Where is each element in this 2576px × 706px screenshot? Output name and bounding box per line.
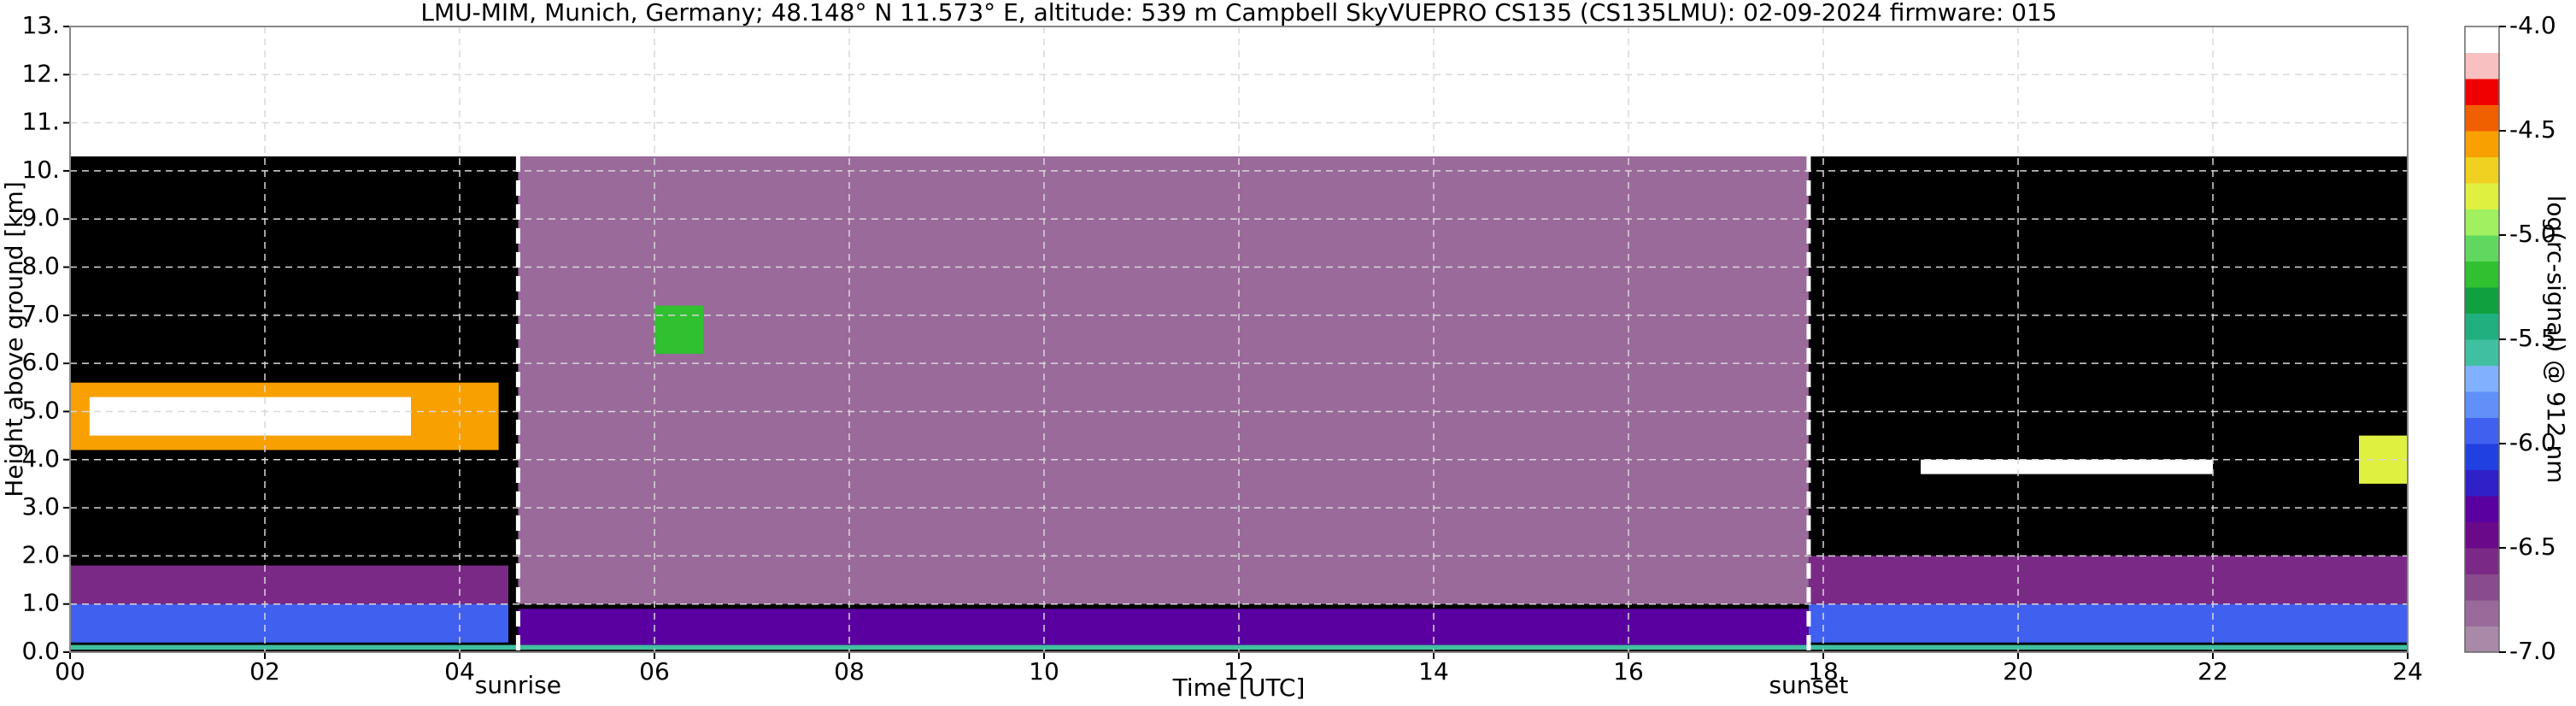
x-tick-label: 06 [639, 657, 670, 685]
x-tick-label: 22 [2198, 657, 2228, 685]
colorbar-swatch [2465, 444, 2499, 470]
x-tick-label: 20 [2003, 657, 2033, 685]
colorbar-tick-label: -6.5 [2509, 532, 2556, 561]
colorbar-tick-label: -6.0 [2509, 428, 2556, 456]
y-tick-label: 6.0 [21, 348, 60, 376]
y-tick-label: 13. [21, 11, 60, 39]
signal-region [1921, 459, 2213, 474]
colorbar-swatch [2465, 626, 2499, 653]
y-tick-label: 3.0 [21, 492, 60, 521]
colorbar-swatch [2465, 600, 2499, 627]
plot-frame [69, 26, 2409, 653]
signal-region [70, 565, 508, 604]
signal-region [1808, 556, 2408, 604]
y-tick-label: 2.0 [21, 540, 60, 568]
colorbar-tick-label: -7.0 [2509, 637, 2556, 665]
colorbar-swatch [2465, 183, 2499, 209]
x-tick-label: 08 [834, 657, 865, 685]
y-tick-label: 11. [21, 108, 60, 136]
y-axis-label: Height above ground [km] [0, 181, 28, 497]
y-tick-label: 0.0 [21, 637, 60, 665]
colorbar-swatch [2465, 156, 2499, 184]
x-axis-label: Time [UTC] [1172, 674, 1306, 702]
colorbar-swatch [2465, 391, 2499, 418]
colorbar-swatch [2465, 365, 2499, 392]
colorbar-tick-label: -5.0 [2509, 220, 2556, 248]
colorbar-swatch [2465, 26, 2499, 53]
annotation-label: sunrise [475, 671, 561, 699]
signal-region [518, 156, 1809, 604]
x-tick-label: 14 [1418, 657, 1449, 685]
colorbar-swatch [2465, 52, 2499, 79]
colorbar-swatch [2465, 339, 2499, 366]
x-tick-label: 00 [55, 657, 85, 685]
colorbar-tick-label: -5.5 [2509, 324, 2556, 352]
colorbar-swatch [2465, 261, 2499, 288]
colorbar-swatch [2465, 521, 2499, 549]
colorbar-swatch [2465, 469, 2499, 497]
colorbar-swatch [2465, 496, 2499, 522]
colorbar-label: log(rc-signal) @ 912 nm [2542, 196, 2570, 484]
x-tick-label: 10 [1029, 657, 1059, 685]
x-tick-label: 12 [1223, 657, 1254, 685]
signal-region [1808, 603, 2408, 643]
colorbar-swatch [2465, 209, 2499, 236]
signal-region [89, 397, 412, 436]
colorbar-swatch [2465, 104, 2499, 132]
x-tick-label: 04 [444, 657, 475, 685]
signal-region [70, 644, 2408, 650]
annotation-label: sunset [1769, 671, 1848, 699]
y-tick-label: 7.0 [21, 300, 60, 328]
colorbar-swatch [2465, 235, 2499, 262]
y-tick-label: 4.0 [21, 444, 60, 473]
x-tick-label: 02 [249, 657, 280, 685]
x-tick-label: 16 [1613, 657, 1644, 685]
colorbar-tick-label: -4.0 [2509, 11, 2556, 39]
colorbar-swatch [2465, 287, 2499, 314]
y-tick-label: 9.0 [21, 203, 60, 232]
y-tick-label: 8.0 [21, 252, 60, 280]
y-tick-label: 5.0 [21, 396, 60, 424]
y-tick-label: 1.0 [21, 589, 60, 617]
chart-title: LMU-MIM, Munich, Germany; 48.148° N 11.5… [420, 0, 2057, 26]
signal-region [70, 603, 508, 643]
colorbar-swatch [2465, 313, 2499, 340]
colorbar-swatch [2465, 548, 2499, 574]
signal-region [518, 609, 1809, 645]
x-tick-label: 18 [1808, 657, 1839, 685]
colorbar-tick-label: -4.5 [2509, 115, 2556, 144]
signal-region [654, 305, 703, 354]
x-tick-label: 24 [2392, 657, 2423, 685]
colorbar-swatch [2465, 574, 2499, 601]
colorbar-swatch [2465, 79, 2499, 105]
y-tick-label: 12. [21, 59, 60, 87]
colorbar-swatch [2465, 417, 2499, 444]
y-tick-label: 10. [21, 156, 60, 184]
colorbar-swatch [2465, 131, 2499, 157]
